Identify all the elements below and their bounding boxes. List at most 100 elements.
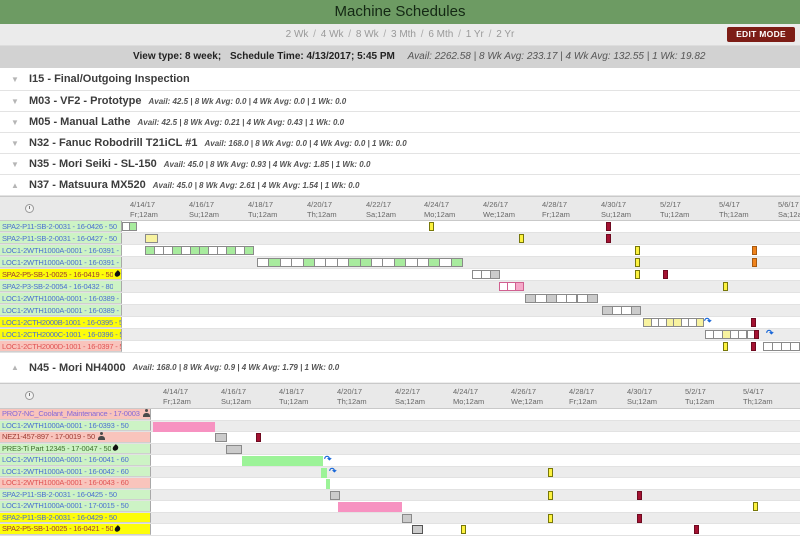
schedule-block[interactable] bbox=[215, 433, 227, 442]
schedule-block[interactable] bbox=[490, 270, 500, 279]
gantt-row: LOC1-2WTH1000A-0001 - 17-0015 - 50 bbox=[0, 501, 800, 513]
zoom-toolbar: 2 Wk / 4 Wk / 8 Wk / 3 Mth / 6 Mth / 1 Y… bbox=[0, 24, 800, 46]
date-label: 4/24/17 Mo;12am bbox=[424, 200, 456, 220]
gantt-row: LOC1-2CTH2000D-1001 - 16-0397 - 50 bbox=[0, 341, 800, 353]
zoom-option-3-mth[interactable]: 3 Mth bbox=[390, 29, 416, 40]
task-label-cell: LOC1-2WTH1000A-0001 - 16-0042 - 60 bbox=[0, 466, 151, 477]
date-label: 4/16/17 Su;12am bbox=[221, 387, 252, 407]
schedule-bar[interactable] bbox=[242, 456, 323, 466]
yellow-marker bbox=[723, 282, 728, 291]
schedule-block[interactable] bbox=[402, 513, 412, 523]
clock-icon[interactable] bbox=[25, 204, 34, 213]
machine-row[interactable]: ▼ M05 - Manual Lathe Avail: 42.5 | 8 Wk Av… bbox=[0, 112, 800, 133]
task-link[interactable]: LOC1-2CTH2000C-1001 - 16-0396 - 50 bbox=[2, 329, 121, 339]
clock-icon[interactable] bbox=[25, 391, 34, 400]
task-link[interactable]: LOC1-2CTH2000D-1001 - 16-0397 - 50 bbox=[2, 341, 121, 351]
date-label: 4/14/17 Fr;12am bbox=[130, 200, 158, 220]
schedule-block[interactable] bbox=[412, 525, 423, 534]
schedule-block[interactable] bbox=[450, 258, 464, 267]
machine-stats: Avail: 42.5 | 8 Wk Avg: 0.21 | 4 Wk Avg:… bbox=[137, 117, 345, 127]
task-link[interactable]: LOC1-2WTH1000A-0001 - 16-0391 - 60 bbox=[2, 257, 121, 267]
task-link[interactable]: LOC1-2WTH1000A-0001 - 16-0041 - 60 bbox=[2, 455, 129, 465]
task-label-cell: SPA2-P11-SB-2-0031 - 16-0427 - 50 bbox=[0, 233, 122, 244]
machine-row[interactable]: ▼ M03 - VF2 - Prototype Avail: 42.5 | 8 Wk… bbox=[0, 91, 800, 112]
task-link[interactable]: LOC1-2WTH1000A-0001 - 16-0389 - 60 bbox=[2, 305, 121, 315]
task-link[interactable]: LOC1-2WTH1000A-0001 - 16-0391 - 50 bbox=[2, 245, 121, 255]
machine-row-n45[interactable]: ▲ N45 - Mori NH4000 Avail: 168.0 | 8 Wk … bbox=[0, 353, 800, 383]
task-link[interactable]: SPA2-P3-SB-2-0054 - 16-0432 - 80 bbox=[2, 281, 114, 291]
edit-mode-button[interactable]: EDIT MODE bbox=[727, 27, 795, 42]
continuation-arrow-icon: ↷ bbox=[324, 454, 332, 464]
chevron-down-icon[interactable]: ▼ bbox=[11, 96, 19, 106]
machine-row[interactable]: ▲ N37 - Matsuura MX520 Avail: 45.0 | 8 Wk … bbox=[0, 175, 800, 196]
separator: / bbox=[455, 29, 464, 40]
yellow-marker bbox=[753, 502, 758, 511]
task-link[interactable]: LOC1-2WTH1000A-0001 - 17-0015 - 50 bbox=[2, 501, 129, 511]
task-link[interactable]: PRO7-NC_Coolant_Maintenance - 17-0003 - … bbox=[2, 409, 140, 419]
task-label-cell: SPA2-P11-SB-2-0031 - 16-0426 - 50 bbox=[0, 221, 122, 232]
schedule-bar[interactable] bbox=[338, 502, 402, 512]
machine-row[interactable]: ▼ N35 - Mori Seiki - SL-150 Avail: 45.0 | … bbox=[0, 154, 800, 175]
gantt-row: LOC1-2CTH2000B-1001 - 16-0395 - 50 ↷ bbox=[0, 316, 800, 329]
zoom-option-6-mth[interactable]: 6 Mth bbox=[428, 29, 454, 40]
chevron-up-icon[interactable]: ▲ bbox=[11, 363, 19, 372]
task-link[interactable]: LOC1-2WTH1000A-0001 - 16-0389 - 50 bbox=[2, 293, 121, 303]
yellow-marker bbox=[461, 525, 466, 534]
person-icon bbox=[98, 432, 105, 441]
schedule-block[interactable] bbox=[145, 234, 158, 243]
schedule-block[interactable] bbox=[330, 490, 340, 500]
zoom-option-2-wk[interactable]: 2 Wk bbox=[285, 29, 309, 40]
task-link[interactable]: LOC1-2WTH1000A-0001 - 16-0042 - 60 bbox=[2, 466, 129, 476]
task-link[interactable]: LOC1-2WTH1000A-0001 - 16-0043 - 60 bbox=[2, 478, 129, 488]
task-label-cell: LOC1-2WTH1000A-0001 - 16-0041 - 60 bbox=[0, 455, 151, 466]
task-link[interactable]: SPA2-P11-SB-2-0031 - 16-0425 - 50 bbox=[2, 489, 117, 499]
task-label-cell: LOC1-2WTH1000A-0001 - 16-0391 - 50 bbox=[0, 245, 122, 256]
timeline-header: 4/14/17 Fr;12am 4/16/17 Su;12am 4/18/17 Tu… bbox=[0, 383, 800, 409]
zoom-option-4-wk[interactable]: 4 Wk bbox=[320, 29, 344, 40]
schedule-bar[interactable] bbox=[321, 467, 327, 478]
continuation-arrow-icon: ↷ bbox=[766, 328, 774, 338]
task-link[interactable]: LOC1-2WTH1000A-0001 - 16-0393 - 50 bbox=[2, 420, 129, 430]
gantt-row: LOC1-2WTH1000A-0001 - 16-0393 - 50 bbox=[0, 420, 800, 432]
schedule-block[interactable] bbox=[630, 306, 641, 315]
gantt-row: SPA2-P11-SB-2-0031 - 16-0426 - 50 bbox=[0, 221, 800, 233]
task-label-cell: SPA2-P5-SB-1-0025 - 16-0419 - 50 bbox=[0, 269, 122, 280]
schedule-block[interactable] bbox=[226, 444, 242, 454]
schedule-block[interactable] bbox=[790, 342, 800, 351]
schedule-info-bar: View type: 8 week; Schedule Time: 4/13/2… bbox=[0, 46, 800, 68]
date-label: 4/24/17 Mo;12am bbox=[453, 387, 485, 407]
schedule-block[interactable] bbox=[129, 222, 137, 231]
date-label: 4/22/17 Sa;12am bbox=[395, 387, 426, 407]
task-link[interactable]: LOC1-2CTH2000B-1001 - 16-0395 - 50 bbox=[2, 317, 121, 327]
task-link[interactable]: SPA2-P5-SB-1-0025 - 16-0421 - 50 bbox=[2, 524, 114, 534]
schedule-block[interactable] bbox=[515, 282, 524, 291]
zoom-option-2-yr[interactable]: 2 Yr bbox=[496, 29, 515, 40]
gantt-chart-n45: 4/14/17 Fr;12am 4/16/17 Su;12am 4/18/17 Tu… bbox=[0, 383, 800, 536]
task-link[interactable]: SPA2-P11-SB-2-0031 - 16-0426 - 50 bbox=[2, 221, 117, 231]
gantt-chart-n37: 4/14/17 Fr;12am 4/16/17 Su;12am 4/18/17 Tu… bbox=[0, 196, 800, 353]
task-link[interactable]: NEZ1-457-897 - 17-0019 - 50 bbox=[2, 432, 95, 442]
schedule-bar[interactable] bbox=[326, 479, 330, 489]
chevron-up-icon[interactable]: ▲ bbox=[11, 180, 19, 190]
zoom-option-1-yr[interactable]: 1 Yr bbox=[465, 29, 484, 40]
schedule-bar[interactable] bbox=[153, 421, 215, 432]
schedule-block[interactable] bbox=[695, 318, 704, 327]
task-link[interactable]: PRE3-Ti Part 12345 - 17-0047 - 50 bbox=[2, 443, 112, 453]
machine-name: M03 - VF2 - Prototype bbox=[29, 95, 142, 107]
schedule-block[interactable] bbox=[244, 246, 254, 255]
machine-row[interactable]: ▼ N32 - Fanuc Robodrill T21iCL #1 Avail: 1… bbox=[0, 133, 800, 154]
chevron-down-icon[interactable]: ▼ bbox=[11, 159, 19, 169]
date-label: 5/4/17 Th;12am bbox=[719, 200, 749, 220]
task-label-cell: SPA2-P5-SB-1-0025 - 16-0421 - 50 bbox=[0, 524, 151, 535]
red-marker bbox=[606, 222, 611, 231]
schedule-block[interactable] bbox=[586, 294, 599, 303]
task-link[interactable]: SPA2-P11-SB-2-0031 - 16-0429 - 50 bbox=[2, 512, 117, 522]
task-link[interactable]: SPA2-P11-SB-2-0031 - 16-0427 - 50 bbox=[2, 233, 117, 243]
task-label-cell: LOC1-2CTH2000B-1001 - 16-0395 - 50 bbox=[0, 317, 122, 328]
machine-row[interactable]: ▼ I15 - Final/Outgoing Inspection bbox=[0, 68, 800, 91]
zoom-option-8-wk[interactable]: 8 Wk bbox=[355, 29, 379, 40]
chevron-down-icon[interactable]: ▼ bbox=[11, 138, 19, 148]
chevron-down-icon[interactable]: ▼ bbox=[11, 117, 19, 127]
task-link[interactable]: SPA2-P5-SB-1-0025 - 16-0419 - 50 bbox=[2, 269, 114, 279]
chevron-down-icon[interactable]: ▼ bbox=[11, 74, 19, 84]
